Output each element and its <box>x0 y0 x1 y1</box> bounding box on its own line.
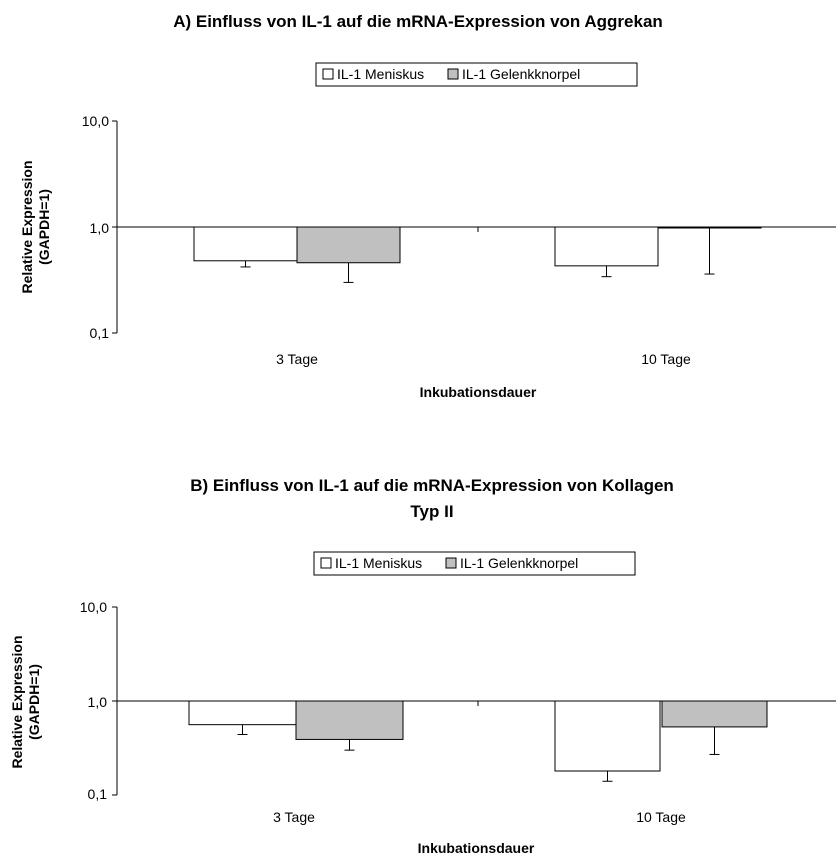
chart-a-ylabel-line1: Relative Expression <box>19 160 35 293</box>
chart-b-ytick-label-mid: 1,0 <box>88 694 108 710</box>
chart-a-legend-swatch-meniskus <box>322 68 334 80</box>
chart-b-xtick-label-3-tage: 3 Tage <box>273 809 315 825</box>
chart-a-bar-meniskus-3-tage <box>193 226 298 262</box>
chart-a-title: A) Einfluss von IL-1 auf die mRNA-Expres… <box>173 12 663 31</box>
chart-b-legend-swatch-meniskus <box>320 557 332 569</box>
chart-b-legend-label-meniskus: IL-1 Meniskus <box>335 555 422 571</box>
chart-b-title-line2: Typ II <box>410 502 453 521</box>
chart-b-bar-meniskus-3-tage <box>188 700 297 726</box>
chart-b-ylabel-line2: (GAPDH=1) <box>26 664 42 740</box>
chart-a: A) Einfluss von IL-1 auf die mRNA-Expres… <box>19 12 836 400</box>
chart-a-bar-meniskus-10-tage <box>554 226 659 267</box>
chart-b-xlabel: Inkubationsdauer <box>418 840 535 856</box>
chart-a-marks <box>112 120 836 334</box>
chart-a-legend: IL-1 Meniskus IL-1 Gelenkknorpel <box>315 62 638 87</box>
chart-a-ytick-label-mid: 1,0 <box>90 220 110 236</box>
chart-a-ylabel-line2: (GAPDH=1) <box>36 189 52 265</box>
chart-a-legend-label-meniskus: IL-1 Meniskus <box>337 66 424 82</box>
chart-a-xtick-label-3-tage: 3 Tage <box>276 351 318 367</box>
chart-b-bar-gelenkknorpel-3-tage <box>295 700 404 740</box>
chart-b-legend-frame <box>313 551 636 576</box>
chart-b-ytick-label-top: 10,0 <box>80 599 107 615</box>
chart-a-bar-gelenkknorpel-10-tage <box>657 226 762 229</box>
chart-a-ytick-label-bottom: 0,1 <box>90 325 110 341</box>
chart-a-bar-gelenkknorpel-3-tage <box>296 226 401 264</box>
chart-b-legend: IL-1 Meniskus IL-1 Gelenkknorpel <box>313 551 636 576</box>
chart-b-title: B) Einfluss von IL-1 auf die mRNA-Expres… <box>190 476 674 495</box>
chart-a-legend-frame <box>315 62 638 87</box>
chart-a-ytick-label-top: 10,0 <box>82 113 109 129</box>
chart-b-marks <box>112 606 836 796</box>
chart-a-xtick-label-10-tage: 10 Tage <box>641 351 691 367</box>
chart-b: B) Einfluss von IL-1 auf die mRNA-Expres… <box>9 476 836 856</box>
chart-b-ylabel-line1: Relative Expression <box>9 635 25 768</box>
chart-b-xtick-label-10-tage: 10 Tage <box>636 809 686 825</box>
chart-a-legend-swatch-gelenkknorpel <box>447 68 459 80</box>
chart-a-xlabel: Inkubationsdauer <box>420 384 537 400</box>
chart-b-legend-label-gelenkknorpel: IL-1 Gelenkknorpel <box>460 555 578 571</box>
chart-b-ytick-label-bottom: 0,1 <box>88 786 108 802</box>
chart-a-legend-label-gelenkknorpel: IL-1 Gelenkknorpel <box>462 66 580 82</box>
chart-b-legend-swatch-gelenkknorpel <box>445 557 457 569</box>
chart-b-bar-meniskus-10-tage <box>554 700 661 772</box>
chart-b-bar-gelenkknorpel-10-tage <box>661 700 768 728</box>
